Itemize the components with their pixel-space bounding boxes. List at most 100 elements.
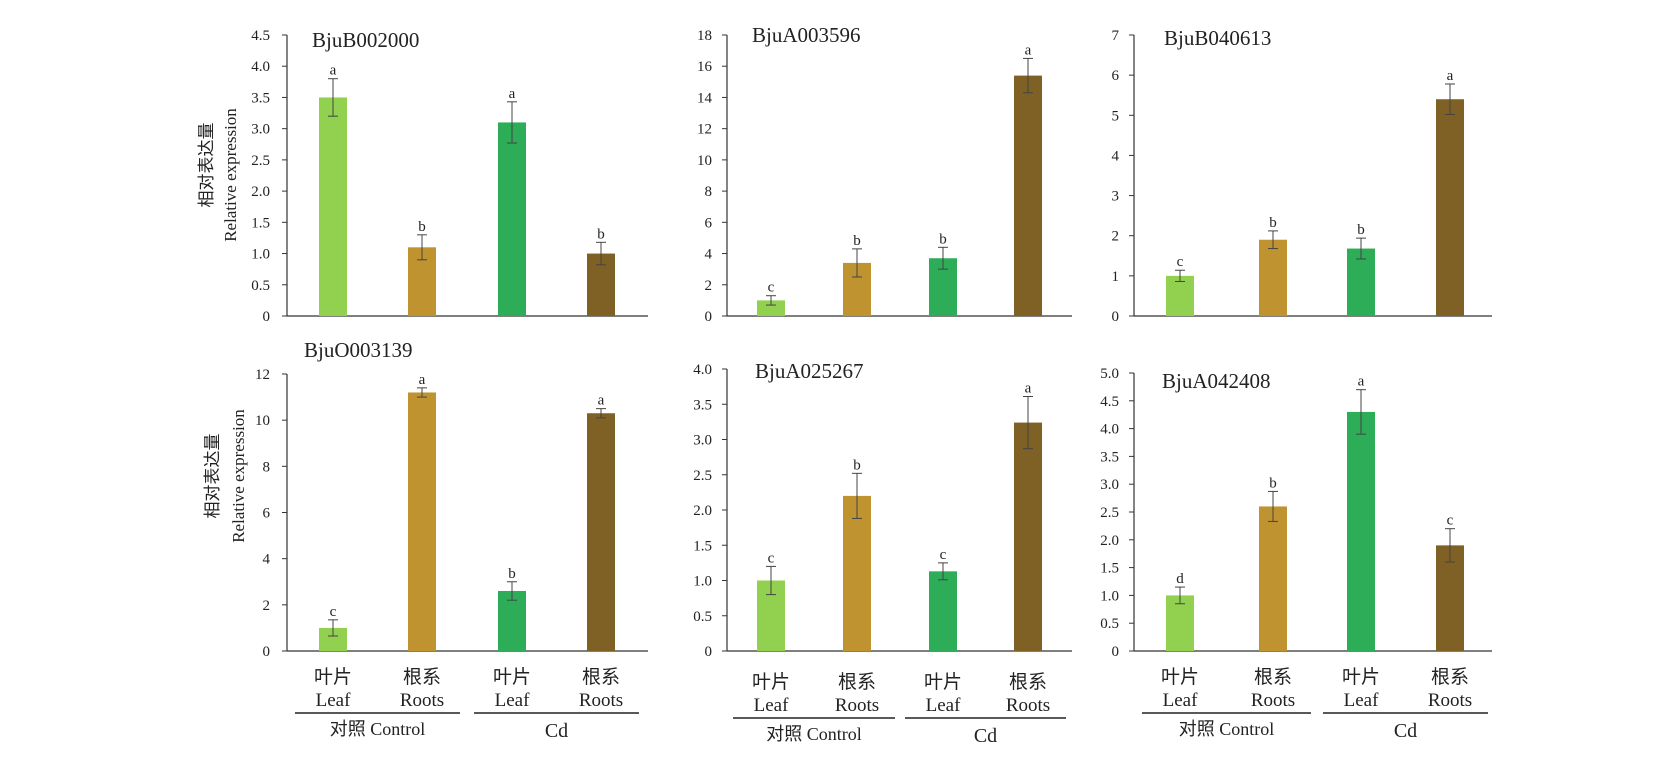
y-tick-label: 1.0 — [693, 574, 712, 590]
significance-label: a — [1025, 42, 1032, 58]
significance-label: c — [1447, 513, 1454, 529]
y-tick-label: 0 — [263, 309, 271, 325]
x-category-cn: 根系 — [403, 666, 441, 688]
significance-label: b — [1269, 215, 1277, 231]
y-tick-label: 2 — [263, 598, 271, 614]
x-category-en: Leaf — [754, 695, 789, 716]
y-tick-label: 0 — [263, 644, 271, 660]
chart-title: BjuA025267 — [755, 359, 864, 383]
y-tick-label: 0.5 — [251, 278, 270, 294]
significance-label: c — [768, 280, 775, 296]
chart-title: BjuA042408 — [1162, 369, 1271, 393]
chart-panel: BjuA003596 0 2 4 6 8 10 12 14 16 18 c b b a — [697, 23, 1072, 325]
chart-title: BjuA003596 — [752, 23, 861, 47]
group-label-control: 对照 Control — [766, 724, 862, 744]
x-category-cn: 叶片 — [1342, 666, 1380, 688]
y-tick-label: 2 — [1112, 229, 1120, 245]
group-label-cd: Cd — [974, 725, 997, 747]
bar — [757, 300, 785, 316]
y-tick-label: 1.5 — [1100, 561, 1119, 577]
y-tick-label: 3.5 — [251, 90, 270, 106]
bar — [408, 392, 436, 651]
y-axis-title-en-top: Relative expression — [221, 108, 240, 242]
x-category-cn: 叶片 — [924, 671, 962, 693]
y-tick-label: 8 — [705, 184, 713, 200]
y-tick-label: 1.5 — [693, 538, 712, 554]
bar — [1014, 422, 1042, 651]
x-category-cn: 根系 — [1254, 666, 1292, 688]
y-tick-label: 2.5 — [693, 468, 712, 484]
y-tick-label: 0.5 — [1100, 616, 1119, 632]
y-tick-label: 1.0 — [1100, 588, 1119, 604]
significance-label: a — [1358, 374, 1365, 390]
group-label-cd: Cd — [1394, 720, 1417, 742]
y-axis-title-cn-bottom: 相对表达量 — [203, 434, 222, 519]
y-tick-label: 7 — [1112, 28, 1120, 44]
x-category-en: Leaf — [1344, 690, 1379, 711]
y-tick-label: 3.0 — [693, 433, 712, 449]
y-tick-label: 2.5 — [251, 153, 270, 169]
y-tick-label: 5.0 — [1100, 366, 1119, 382]
y-tick-label: 3.0 — [1100, 477, 1119, 493]
y-tick-label: 0 — [705, 309, 713, 325]
bar — [1347, 411, 1375, 651]
significance-label: a — [330, 63, 337, 79]
y-axis-title-bottom: 相对表达量 Relative expression — [203, 409, 248, 543]
y-tick-label: 4.5 — [1100, 394, 1119, 410]
group-label-control: 对照 Control — [1179, 719, 1275, 739]
significance-label: a — [598, 393, 605, 409]
x-category-en: Roots — [400, 690, 444, 711]
x-category-cn: 叶片 — [493, 666, 531, 688]
bar — [1436, 99, 1464, 316]
y-axis-title-en-bottom: Relative expression — [229, 409, 248, 543]
chart-title: BjuO003139 — [304, 338, 413, 362]
x-category-cn: 叶片 — [1161, 666, 1199, 688]
x-category-en: Roots — [1251, 690, 1295, 711]
bar — [1259, 506, 1287, 651]
chart-title: BjuB002000 — [312, 28, 419, 52]
significance-label: a — [1025, 380, 1032, 396]
y-tick-label: 5 — [1112, 108, 1120, 124]
significance-label: b — [853, 457, 861, 473]
chart-panel: BjuO003139024681012caba叶片Leaf根系Roots叶片Le… — [255, 338, 648, 742]
significance-label: b — [1269, 475, 1277, 491]
y-tick-label: 4.0 — [693, 362, 712, 378]
x-category-cn: 根系 — [1009, 671, 1047, 693]
significance-label: a — [509, 86, 516, 102]
x-category-en: Roots — [579, 690, 623, 711]
y-tick-label: 0 — [705, 644, 713, 660]
y-tick-label: 4.5 — [251, 28, 270, 44]
y-tick-label: 8 — [263, 459, 271, 475]
y-tick-label: 1.0 — [251, 247, 270, 263]
x-category-en: Leaf — [495, 690, 530, 711]
significance-label: c — [768, 550, 775, 566]
bar — [319, 627, 347, 651]
x-category-en: Roots — [835, 695, 879, 716]
chart-panel: BjuA042408 0 0.5 1.0 1.5 2.0 2.5 3.0 3.5 4.0 4.5 5.… — [1100, 366, 1492, 742]
y-tick-label: 3.5 — [1100, 449, 1119, 465]
chart-panel: BjuA025267 0 0.5 1.0 1.5 2.0 2.5 3.0 3.5 4.0 c b c a 叶… — [693, 359, 1072, 747]
y-tick-label: 0.5 — [693, 609, 712, 625]
x-category-cn: 根系 — [1431, 666, 1469, 688]
y-tick-label: 0 — [1112, 644, 1120, 660]
y-tick-label: 6 — [705, 215, 713, 231]
y-tick-label: 2.0 — [693, 503, 712, 519]
significance-label: d — [1176, 571, 1184, 587]
bar — [1166, 275, 1194, 316]
chart-title: BjuB040613 — [1164, 26, 1271, 50]
x-category-cn: 根系 — [838, 671, 876, 693]
y-tick-label: 1 — [1112, 269, 1120, 285]
bar — [1347, 248, 1375, 316]
bar — [319, 97, 347, 316]
bar — [1166, 595, 1194, 651]
y-tick-label: 3.5 — [693, 397, 712, 413]
y-tick-label: 16 — [697, 59, 713, 75]
y-tick-label: 2.5 — [1100, 505, 1119, 521]
y-tick-label: 2.0 — [1100, 533, 1119, 549]
significance-label: c — [330, 604, 337, 620]
y-tick-label: 14 — [697, 90, 713, 106]
y-tick-label: 2 — [705, 278, 713, 294]
y-axis-title-top: 相对表达量 Relative expression — [197, 108, 240, 242]
y-tick-label: 3.0 — [251, 122, 270, 138]
y-tick-label: 10 — [255, 413, 270, 429]
